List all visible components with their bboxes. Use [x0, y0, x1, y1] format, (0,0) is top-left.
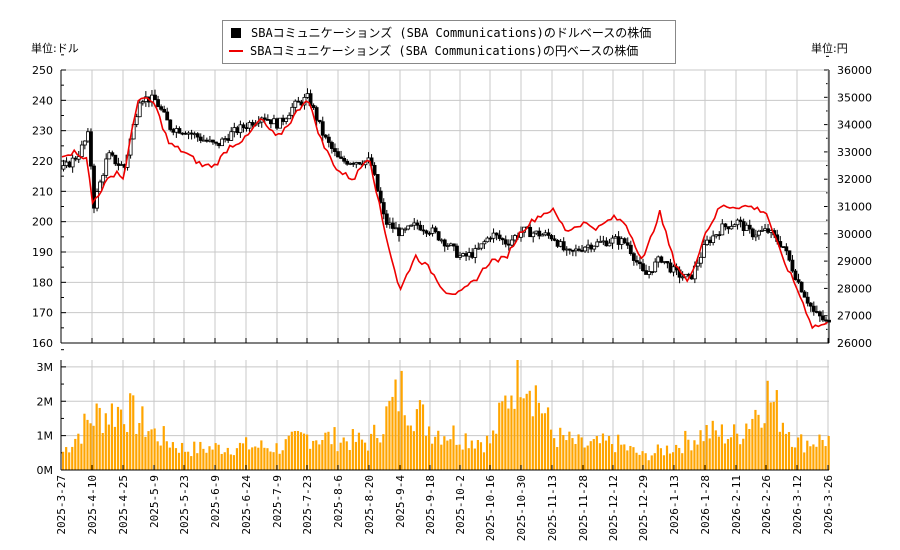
x-tick-label: 2026-1-13 — [668, 475, 681, 535]
y-tick-left: 170 — [32, 307, 53, 320]
y-tick-left: 230 — [32, 125, 53, 138]
x-tick-label: 2025-10-30 — [515, 475, 528, 541]
legend-item-jpy: SBAコミュニケーションズ (SBA Communications)の円ベースの… — [229, 42, 638, 60]
x-tick-label: 2026-2-26 — [760, 475, 773, 535]
y-tick-left: 190 — [32, 246, 53, 259]
y-tick-right: 32000 — [837, 173, 872, 186]
x-tick-label: 2025-8-6 — [332, 475, 345, 528]
x-tick-label: 2025-10-2 — [454, 475, 467, 535]
x-tick-label: 2025-4-10 — [86, 475, 99, 535]
volume-bars — [62, 360, 830, 470]
y-tick-left: 180 — [32, 276, 53, 289]
y-tick-left: 220 — [32, 155, 53, 168]
x-tick-label: 2026-1-28 — [699, 475, 712, 535]
x-tick-label: 2025-7-9 — [271, 475, 284, 528]
y-tick-left: 160 — [32, 337, 53, 350]
x-tick-label: 2025-6-9 — [209, 475, 222, 528]
x-tick-label: 2026-3-12 — [791, 475, 804, 535]
y-tick-right: 26000 — [837, 337, 872, 350]
usd-candles — [61, 88, 831, 326]
y-tick-right: 28000 — [837, 282, 872, 295]
y-tick-right: 36000 — [837, 64, 872, 77]
y-tick-volume: 3M — [37, 361, 54, 374]
y-tick-right: 35000 — [837, 91, 872, 104]
y-tick-volume: 2M — [37, 395, 54, 408]
x-tick-label: 2025-7-23 — [301, 475, 314, 535]
x-tick-label: 2025-5-23 — [178, 475, 191, 535]
y-tick-left: 200 — [32, 216, 53, 229]
x-tick-label: 2025-8-20 — [363, 475, 376, 535]
x-tick-label: 2025-11-13 — [546, 475, 559, 541]
y-tick-right: 29000 — [837, 255, 872, 268]
y-tick-right: 34000 — [837, 119, 872, 132]
black-square-icon — [231, 28, 241, 38]
legend-item-usd: SBAコミュニケーションズ (SBA Communications)のドルベース… — [229, 24, 651, 42]
x-tick-label: 2025-12-29 — [637, 475, 650, 541]
x-tick-label: 2025-12-12 — [607, 475, 620, 541]
jpy-line — [61, 97, 828, 330]
red-line-icon — [229, 50, 243, 52]
y-tick-volume: 1M — [37, 430, 54, 443]
x-tick-label: 2025-4-25 — [117, 475, 130, 535]
y-tick-left: 240 — [32, 94, 53, 107]
grid — [60, 54, 829, 471]
y-tick-right: 33000 — [837, 146, 872, 159]
x-tick-label: 2025-3-27 — [55, 475, 68, 535]
x-tick-label: 2026-3-26 — [822, 475, 835, 535]
y-tick-right: 30000 — [837, 228, 872, 241]
y-tick-left: 210 — [32, 185, 53, 198]
chart-legend: SBAコミュニケーションズ (SBA Communications)のドルベース… — [222, 20, 676, 64]
y-tick-volume: 0M — [37, 464, 54, 477]
y-tick-left: 250 — [32, 64, 53, 77]
x-tick-label: 2025-6-24 — [240, 475, 253, 535]
legend-label-usd: SBAコミュニケーションズ (SBA Communications)のドルベース… — [251, 26, 652, 40]
x-tick-label: 2025-11-28 — [577, 475, 590, 541]
x-tick-label: 2025-10-16 — [484, 475, 497, 541]
y-tick-right: 31000 — [837, 201, 872, 214]
left-axis-unit: 単位:ドル — [31, 42, 79, 55]
legend-label-jpy: SBAコミュニケーションズ (SBA Communications)の円ベースの… — [250, 44, 639, 58]
x-tick-label: 2025-9-4 — [394, 475, 407, 528]
y-tick-right: 27000 — [837, 310, 872, 323]
x-tick-label: 2025-9-18 — [424, 475, 437, 535]
x-tick-label: 2025-5-9 — [148, 475, 161, 528]
x-tick-label: 2026-2-11 — [730, 475, 743, 535]
right-axis-unit: 単位:円 — [811, 42, 848, 55]
